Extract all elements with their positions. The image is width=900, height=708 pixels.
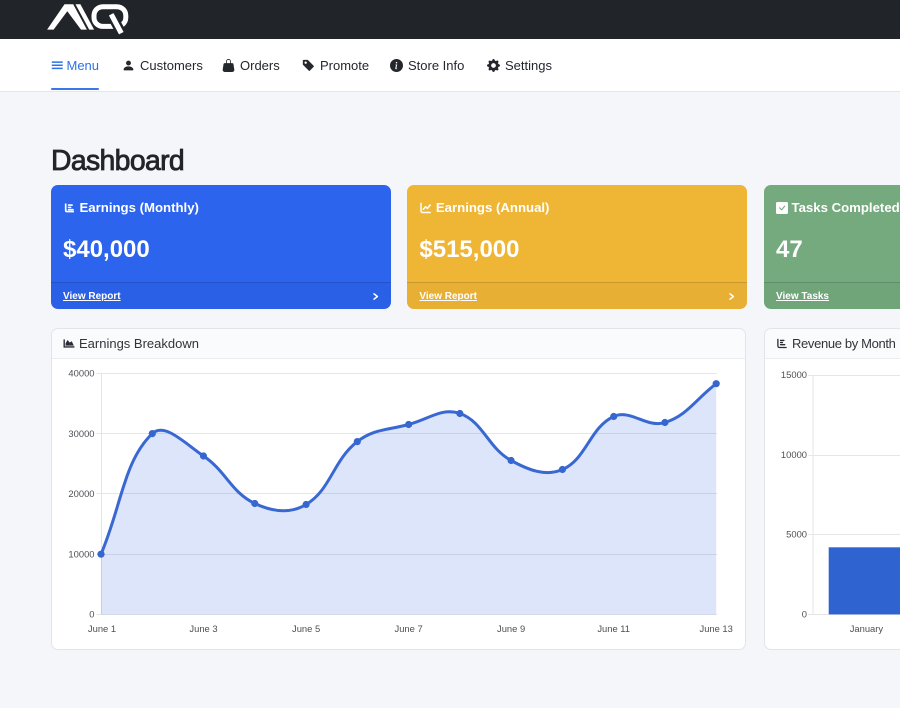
svg-text:June 5: June 5 — [292, 623, 320, 634]
svg-text:June 7: June 7 — [395, 623, 423, 634]
svg-text:15000: 15000 — [781, 369, 807, 380]
svg-text:June 13: June 13 — [700, 623, 733, 634]
svg-text:5000: 5000 — [786, 529, 807, 540]
svg-text:June 9: June 9 — [497, 623, 525, 634]
svg-text:June 1: June 1 — [88, 623, 116, 634]
svg-text:June 3: June 3 — [189, 623, 217, 634]
svg-text:0: 0 — [802, 609, 807, 620]
svg-text:40000: 40000 — [68, 368, 94, 379]
svg-text:June 11: June 11 — [597, 623, 630, 634]
svg-text:30000: 30000 — [68, 428, 94, 439]
svg-text:20000: 20000 — [68, 488, 94, 499]
svg-text:0: 0 — [89, 609, 94, 620]
svg-text:10000: 10000 — [68, 548, 94, 559]
svg-text:10000: 10000 — [781, 449, 807, 460]
svg-text:January: January — [850, 623, 884, 634]
